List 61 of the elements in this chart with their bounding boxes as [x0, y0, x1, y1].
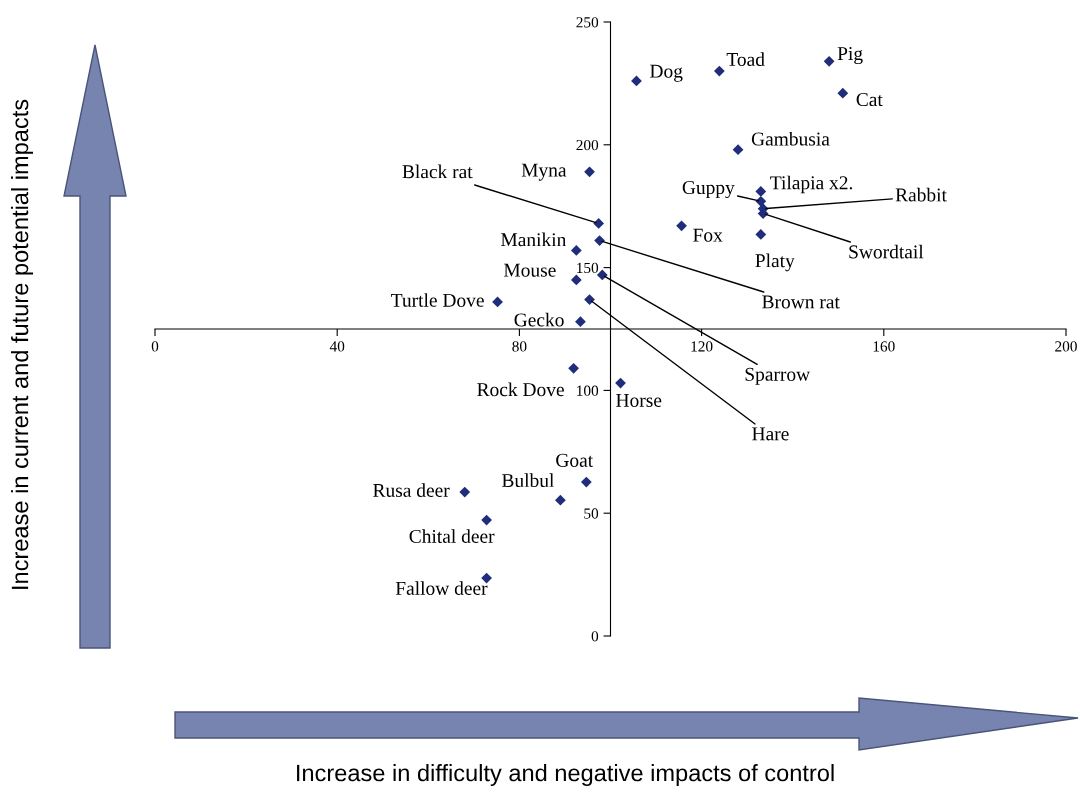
point — [568, 362, 579, 374]
point — [570, 245, 582, 256]
annotation: Fox — [693, 228, 723, 242]
annotation: Gecko — [514, 312, 564, 327]
annotation: Brown rat — [762, 295, 840, 309]
annotation: Rabbit — [895, 187, 947, 202]
point — [594, 235, 605, 246]
point — [732, 144, 744, 156]
annotation: Dog — [650, 64, 683, 82]
annotation: Myna — [521, 163, 567, 181]
y-tick-label: 0 — [591, 631, 599, 642]
annotation: Rock Dove — [477, 382, 564, 397]
annotation: Toad — [726, 52, 765, 66]
point — [481, 514, 492, 526]
annotation: Pig — [837, 47, 863, 65]
annotation: Mouse — [503, 263, 556, 277]
point — [676, 220, 687, 232]
y-tick-label: 150 — [577, 262, 599, 274]
point — [755, 229, 767, 240]
point — [596, 269, 608, 281]
x-tick-label: 40 — [329, 341, 345, 352]
point — [837, 87, 849, 99]
annotation: Horse — [616, 393, 662, 407]
x-tick-label: 80 — [512, 341, 527, 352]
point — [570, 274, 582, 286]
point — [575, 316, 586, 328]
x-tick-label: 160 — [873, 341, 895, 352]
annotation: Platy — [755, 253, 795, 272]
y-tick-label: 50 — [584, 508, 599, 519]
annotation: Gambusia — [751, 131, 830, 146]
x-tick-label: 120 — [691, 341, 713, 352]
annotation: Rusa deer — [373, 483, 450, 497]
annotation: Swordtail — [849, 244, 924, 259]
point — [593, 218, 605, 229]
annotation: Fallow deer — [395, 581, 488, 595]
annotation: Chital deer — [409, 529, 495, 543]
point — [584, 166, 595, 178]
x-tick-label: 0 — [151, 341, 159, 352]
annotation: Sparrow — [745, 367, 811, 385]
point — [555, 494, 566, 506]
y-tick-label: 100 — [577, 385, 599, 396]
annotation: Bulbul — [502, 473, 555, 488]
annotation: Goat — [556, 453, 594, 467]
annotation: Turtle Dove — [391, 293, 484, 307]
point — [580, 476, 592, 488]
annotation: Black rat — [402, 164, 473, 179]
y-tick-label: 200 — [576, 139, 599, 151]
point — [459, 486, 471, 498]
point — [755, 186, 767, 197]
annotation: Manikin — [501, 232, 567, 247]
x-tick-label: 200 — [1055, 341, 1077, 352]
text: Increase in difficulty and negative impacts of control — [297, 763, 834, 787]
point — [823, 55, 835, 67]
annotation: Guppy — [682, 181, 735, 199]
point — [584, 294, 595, 305]
annotation: Tilapia x2. — [770, 175, 853, 194]
annotation: Cat — [856, 93, 883, 107]
text: Increase in current and future potential impacts — [11, 99, 34, 589]
y-tick-label: 250 — [576, 17, 599, 28]
point — [713, 65, 725, 77]
annotation: Hare — [752, 427, 789, 441]
